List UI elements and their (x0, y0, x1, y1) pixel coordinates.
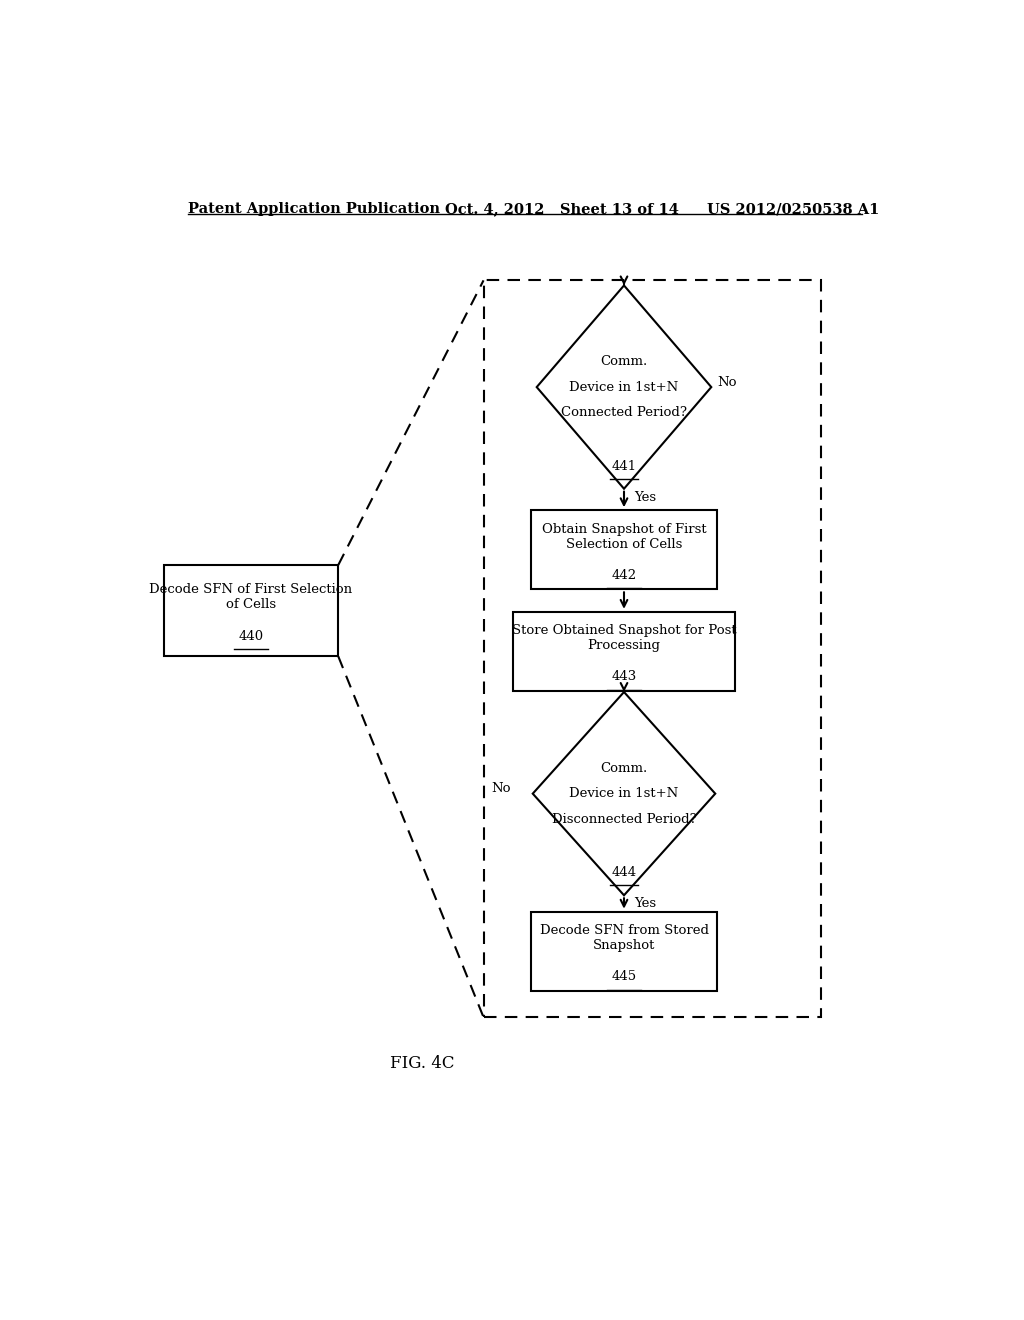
Text: Yes: Yes (634, 898, 656, 911)
Text: 441: 441 (611, 459, 637, 473)
Bar (530, 510, 717, 589)
Bar (530, 912, 717, 991)
Text: 442: 442 (611, 569, 637, 582)
Text: Device in 1st+N: Device in 1st+N (569, 380, 679, 393)
Bar (164, 565, 338, 656)
Text: 444: 444 (611, 866, 637, 879)
Text: Disconnected Period?: Disconnected Period? (552, 813, 696, 825)
Text: Patent Application Publication: Patent Application Publication (187, 202, 439, 216)
Text: 440: 440 (239, 630, 263, 643)
Text: No: No (492, 781, 511, 795)
Polygon shape (537, 285, 712, 488)
Text: Obtain Snapshot of First
Selection of Cells: Obtain Snapshot of First Selection of Ce… (542, 523, 707, 550)
Text: 445: 445 (611, 970, 637, 983)
Bar (483, 280, 821, 1018)
Text: Store Obtained Snapshot for Post
Processing: Store Obtained Snapshot for Post Process… (512, 624, 736, 652)
Polygon shape (532, 692, 715, 895)
Text: US 2012/0250538 A1: US 2012/0250538 A1 (708, 202, 880, 216)
Text: No: No (718, 375, 737, 388)
Text: Yes: Yes (634, 491, 656, 504)
Text: FIG. 4C: FIG. 4C (390, 1055, 455, 1072)
Text: Comm.: Comm. (600, 355, 647, 368)
Text: Decode SFN of First Selection
of Cells: Decode SFN of First Selection of Cells (150, 583, 352, 611)
Text: Device in 1st+N: Device in 1st+N (569, 787, 679, 800)
Text: Connected Period?: Connected Period? (561, 407, 687, 418)
Text: Decode SFN from Stored
Snapshot: Decode SFN from Stored Snapshot (540, 924, 709, 952)
Text: Comm.: Comm. (600, 762, 647, 775)
Text: 443: 443 (611, 671, 637, 684)
Bar (513, 611, 735, 690)
Text: Oct. 4, 2012   Sheet 13 of 14: Oct. 4, 2012 Sheet 13 of 14 (445, 202, 679, 216)
